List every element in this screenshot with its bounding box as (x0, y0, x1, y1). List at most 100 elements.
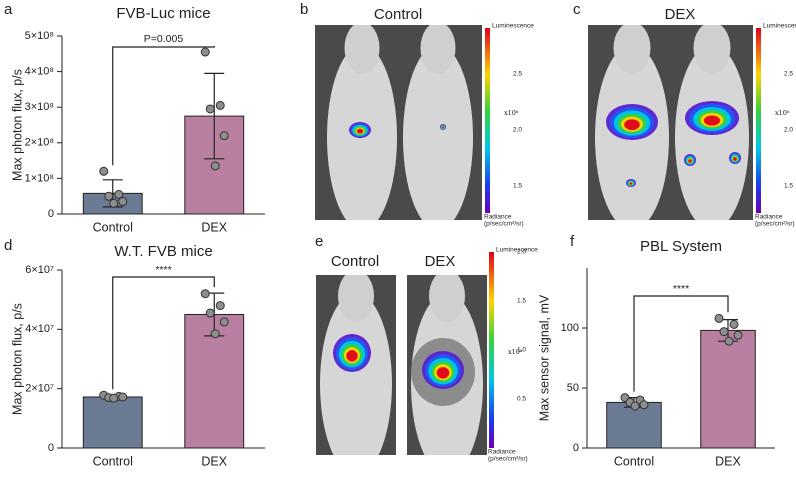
data-point (219, 131, 229, 141)
colorbar-tick: 1.5 (784, 183, 793, 190)
data-point (118, 197, 128, 207)
data-point (219, 317, 229, 327)
data-point (639, 400, 649, 410)
mouse-head (613, 25, 651, 74)
x-tick-label: Control (614, 454, 654, 468)
signal-blob (442, 126, 444, 129)
colorbar-tick: 2.0 (513, 127, 522, 134)
signal-blob (346, 350, 358, 362)
colorbar-tick: 2.5 (513, 71, 522, 78)
mouse (320, 275, 392, 455)
data-point (733, 330, 743, 340)
chart-title: PBL System (640, 238, 722, 255)
y-tick-label: 0 (48, 208, 54, 220)
panel-letter: b (300, 1, 308, 18)
significance-bracket (112, 46, 215, 166)
data-point (104, 191, 114, 201)
colorbar (489, 252, 494, 448)
data-point (109, 198, 119, 208)
signal-blob (688, 159, 692, 163)
colorbar-tick: 1.0 (517, 347, 526, 354)
significance-bracket (633, 295, 729, 392)
colorbar-tick: 2.0 (784, 127, 793, 134)
bar (700, 329, 756, 449)
colorbar-tick: 1.5 (517, 298, 526, 305)
colorbar-scale: x10⁶ (508, 348, 523, 356)
image-panel (588, 25, 761, 220)
y-tick-label: 0 (48, 442, 54, 454)
chart-title: W.T. FVB mice (114, 243, 212, 260)
significance-label: **** (155, 264, 171, 276)
x-tick-label: DEX (715, 454, 741, 468)
x-tick-label: Control (93, 454, 133, 468)
panel-letter: d (4, 237, 12, 254)
significance-label: **** (673, 283, 689, 295)
colorbar (485, 28, 490, 213)
colorbar-unit: (p/sec/cm²/sr) (484, 221, 524, 228)
bar (82, 396, 143, 449)
colorbar-title: Luminescence (492, 23, 534, 30)
significance-bracket (112, 276, 215, 390)
data-point (714, 313, 724, 323)
colorbar-unit: (p/sec/cm²/sr) (755, 221, 795, 228)
panel-letter: e (315, 233, 323, 250)
colorbar-unit-title: Radiance (484, 214, 512, 221)
colorbar-unit: (p/sec/cm²/sr) (488, 456, 528, 463)
y-tick-label: 1×10⁸ (25, 172, 54, 184)
y-axis-label: Max photon flux, p/s (10, 303, 24, 415)
panel-letter: c (573, 1, 581, 18)
y-tick-label: 4×10⁷ (25, 323, 54, 335)
data-point (200, 47, 210, 57)
panel-letter: a (4, 1, 13, 18)
y-tick-label: 2×10⁷ (25, 383, 54, 395)
y-tick-label: 5×10⁸ (25, 30, 54, 42)
mouse-head (693, 25, 731, 74)
bar (606, 401, 662, 449)
y-tick-label: 50 (567, 382, 579, 394)
data-point (210, 161, 220, 171)
data-point (210, 329, 220, 339)
x-tick-label: DEX (201, 454, 227, 468)
colorbar-title: Luminescence (763, 23, 796, 30)
data-point (719, 327, 729, 337)
mouse-head (429, 275, 465, 322)
data-point (200, 289, 210, 299)
data-point (215, 100, 225, 110)
signal-blob (703, 115, 721, 126)
mouse-body (320, 293, 392, 455)
panel-letter: f (570, 233, 575, 250)
image-title: DEX (665, 6, 696, 23)
colorbar-tick: 2.0 (517, 249, 526, 256)
signal-blob (356, 128, 364, 134)
colorbar-tick: 2.5 (784, 71, 793, 78)
image-panel (315, 25, 490, 220)
chart-title: FVB-Luc mice (116, 5, 210, 22)
colorbar-scale: x10⁶ (504, 109, 519, 117)
data-point (109, 393, 119, 403)
image-title: Control (331, 253, 379, 270)
data-point (99, 166, 109, 176)
signal-blob (624, 119, 640, 131)
image-title: DEX (425, 253, 456, 270)
colorbar-unit-title: Radiance (755, 214, 783, 221)
image-title: Control (374, 6, 422, 23)
mouse-head (338, 275, 374, 322)
data-point (215, 301, 225, 311)
x-tick-label: Control (93, 220, 133, 234)
data-point (114, 189, 124, 199)
data-point (724, 336, 734, 346)
data-point (729, 319, 739, 329)
y-tick-label: 0 (573, 442, 579, 454)
colorbar-tick: 1.5 (513, 183, 522, 190)
signal-blob (733, 157, 737, 161)
y-tick-label: 3×10⁸ (25, 101, 54, 113)
y-tick-label: 6×10⁷ (25, 264, 54, 276)
colorbar-unit-title: Radiance (488, 449, 516, 456)
data-point (205, 308, 215, 318)
y-axis-label: Max photon flux, p/s (10, 69, 24, 181)
mouse-body (403, 45, 473, 220)
y-tick-label: 100 (561, 322, 579, 334)
data-point (630, 401, 640, 411)
y-axis-label: Max sensor signal, mV (537, 294, 551, 421)
